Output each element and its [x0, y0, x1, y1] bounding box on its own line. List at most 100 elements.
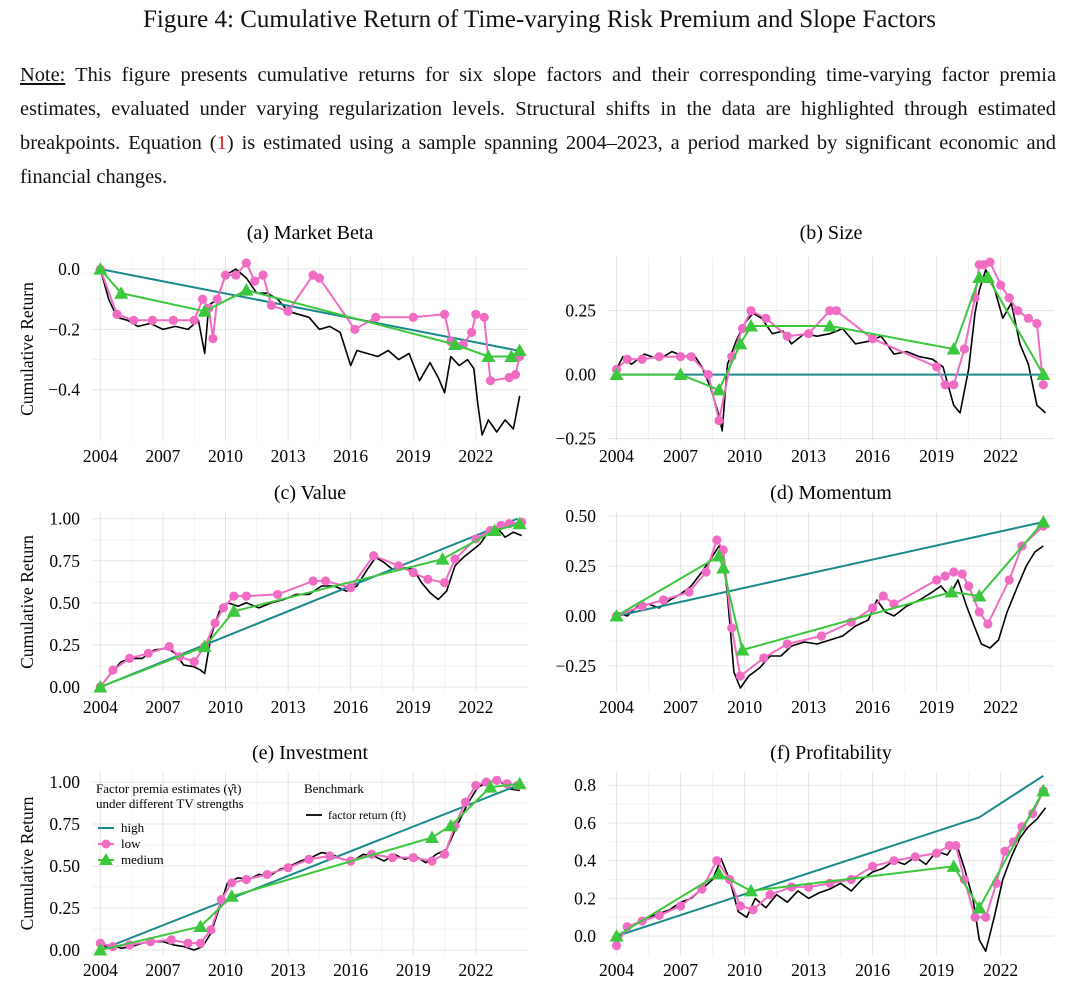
medium-point: [93, 262, 108, 275]
low-point: [308, 576, 318, 586]
x-tick-label: 2019: [396, 446, 431, 466]
x-tick-label: 2010: [208, 697, 243, 717]
medium-point: [743, 319, 758, 332]
medium-point: [733, 336, 748, 350]
low-point: [940, 571, 950, 581]
x-tick-label: 2004: [83, 960, 118, 980]
x-tick-label: 2007: [663, 960, 698, 980]
medium-point: [425, 830, 440, 843]
low-point: [964, 581, 974, 591]
x-tick-label: 2007: [663, 446, 698, 466]
medium-point: [980, 270, 995, 283]
low-point: [868, 603, 878, 613]
x-tick-label: 2016: [855, 697, 890, 717]
low-point: [231, 270, 241, 280]
low-point: [910, 852, 920, 862]
y-axis-label: Cumulative Return: [17, 535, 37, 669]
y-tick-label: 0.50: [49, 856, 80, 876]
y-axis-label: Cumulative Return: [17, 282, 37, 416]
medium-point: [716, 561, 731, 574]
x-tick-label: 2022: [458, 960, 493, 980]
medium-point: [481, 349, 496, 363]
y-tick-label: 1.00: [49, 509, 80, 529]
low-point: [216, 894, 226, 905]
low-point: [346, 583, 356, 593]
low-point: [611, 940, 622, 951]
y-axis-label: Cumulative Return: [17, 796, 37, 930]
low-point: [944, 840, 955, 851]
low-point: [220, 270, 231, 280]
x-tick-label: 2004: [599, 446, 634, 466]
equation-link[interactable]: 1: [216, 132, 227, 154]
low-point: [423, 574, 433, 584]
low-point: [637, 354, 647, 364]
low-point: [974, 607, 984, 617]
low-point: [684, 587, 694, 597]
x-tick-label: 2022: [458, 697, 493, 717]
low-point: [1004, 575, 1014, 585]
low-point: [932, 848, 942, 858]
panel-3: (c) Value 2004 2007 2010 2013 2016 2019 2022 1.0…: [17, 482, 528, 717]
x-tick-label: 2016: [333, 697, 368, 717]
x-tick-label: 2007: [145, 697, 180, 717]
y-tick-label: 0.00: [565, 606, 596, 626]
low-point: [283, 863, 293, 873]
series-low-line: [100, 779, 518, 948]
medium-point: [944, 585, 959, 598]
y-tick-label: 0.75: [49, 814, 80, 834]
low-point: [408, 567, 418, 578]
low-point: [718, 545, 728, 555]
y-tick-label: 0.2: [574, 888, 596, 908]
low-point: [485, 376, 496, 386]
low-point: [932, 362, 942, 372]
low-point: [369, 551, 379, 561]
low-point: [143, 648, 153, 658]
low-point: [686, 352, 696, 362]
low-point: [439, 309, 450, 319]
low-point: [1032, 318, 1042, 329]
medium-point: [972, 900, 987, 914]
series-medium-line: [615, 790, 1045, 937]
x-tick-label: 2022: [983, 960, 1018, 980]
low-point: [735, 901, 745, 911]
y-tick-label: −0.2: [48, 319, 80, 339]
low-point: [748, 905, 758, 915]
low-point: [782, 639, 792, 649]
panel-6: (f) Profitability 2004 2007 2010 2013 2016 201…: [574, 742, 1054, 980]
low-point: [959, 344, 969, 354]
x-tick-label: 2013: [271, 446, 306, 466]
low-point: [206, 925, 216, 935]
panel-title: (a) Market Beta: [247, 222, 374, 244]
legend-label-high: high: [121, 820, 145, 835]
x-tick-label: 2004: [599, 960, 634, 980]
low-point: [439, 578, 450, 588]
low-point: [467, 327, 477, 338]
medium-point: [946, 342, 961, 355]
panel-1: (a) Market Beta 2004 2007 2010 2013 2016 2019 2…: [17, 222, 528, 466]
low-point: [714, 415, 724, 426]
low-point: [996, 280, 1006, 290]
low-point: [957, 569, 967, 579]
x-tick-label: 2007: [145, 446, 180, 466]
medium-point: [1036, 783, 1051, 797]
panel-title: (b) Size: [800, 222, 863, 244]
medium-point: [711, 866, 726, 880]
low-point: [321, 576, 331, 586]
legend-label-factor: factor return (ft): [328, 808, 406, 822]
legend-label-low: low: [121, 836, 141, 851]
x-tick-label: 2007: [663, 697, 698, 717]
legend-title-line2: under different TV strengths: [96, 796, 244, 811]
low-point: [1004, 293, 1014, 303]
low-point: [712, 856, 722, 866]
series-factor-line: [616, 545, 1044, 689]
low-point: [658, 595, 669, 605]
low-point: [502, 779, 512, 789]
x-tick-label: 2013: [791, 960, 826, 980]
medium-point: [743, 883, 758, 897]
x-tick-label: 2019: [396, 697, 431, 717]
panel-4: (d) Momentum 2004 2007 2010 2013 2016 2019 2022…: [556, 482, 1054, 717]
series-high-line: [100, 268, 518, 352]
note-text-part2: ) is estimated using a sample spanning 2…: [20, 132, 1056, 188]
medium-point: [226, 604, 241, 617]
medium-point: [504, 349, 519, 363]
